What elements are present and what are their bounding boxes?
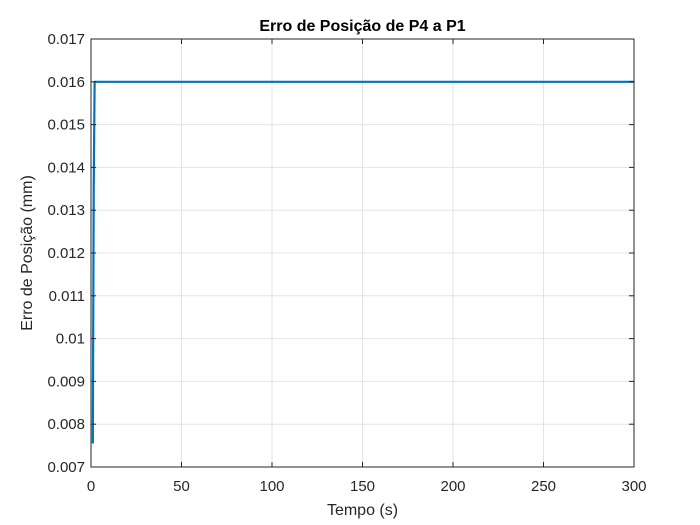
y-axis-label: Erro de Posição (mm) — [19, 175, 36, 331]
y-tick-label: 0.017 — [47, 31, 85, 48]
y-tick-label: 0.015 — [47, 117, 85, 134]
chart-title: Erro de Posição de P4 a P1 — [259, 18, 465, 35]
x-tick-label: 250 — [531, 478, 556, 495]
x-axis-label: Tempo (s) — [327, 502, 398, 519]
x-tick-labels: 0 50 100 150 200 250 300 — [87, 478, 647, 495]
y-tick-label: 0.007 — [47, 459, 85, 476]
x-ticks — [90, 39, 635, 467]
y-tick-label: 0.012 — [47, 245, 85, 262]
y-grid — [91, 81, 634, 425]
y-tick-label: 0.011 — [49, 288, 85, 305]
x-tick-label: 0 — [87, 478, 95, 495]
y-tick-labels: 0.007 0.008 0.009 0.01 0.011 0.012 0.013 0.014 0… — [47, 31, 85, 476]
y-tick-label: 0.01 — [56, 331, 85, 348]
x-tick-label: 100 — [259, 478, 284, 495]
x-tick-label: 200 — [440, 478, 465, 495]
y-tick-label: 0.016 — [47, 74, 85, 91]
y-tick-label: 0.014 — [47, 159, 85, 176]
x-tick-label: 150 — [350, 478, 375, 495]
y-tick-label: 0.009 — [47, 373, 85, 390]
y-tick-label: 0.008 — [47, 416, 85, 433]
y-tick-label: 0.013 — [47, 202, 85, 219]
y-ticks — [91, 38, 634, 468]
x-tick-label: 300 — [621, 478, 646, 495]
x-tick-label: 50 — [173, 478, 190, 495]
